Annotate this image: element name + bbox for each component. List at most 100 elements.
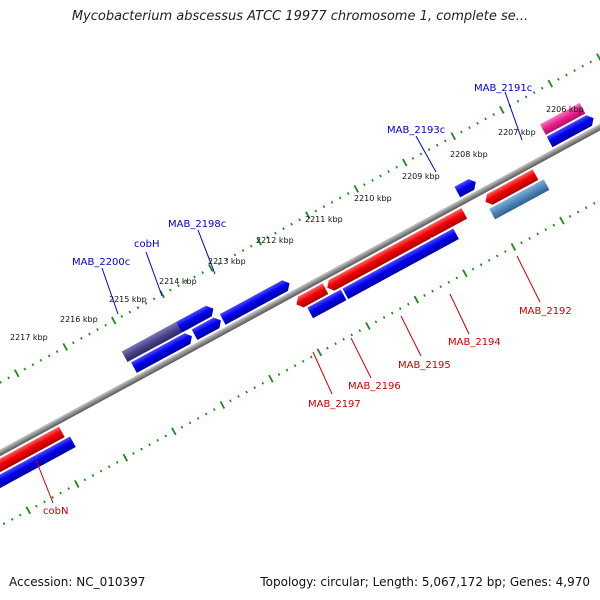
gene-label-mab-2193c[interactable]: MAB_2193c — [387, 125, 445, 136]
minor-tick — [96, 328, 99, 332]
minor-tick — [274, 231, 277, 235]
gene-label-mab-2197[interactable]: MAB_2197 — [308, 399, 361, 410]
major-tick — [122, 453, 129, 462]
leader-line — [197, 229, 216, 275]
minor-tick — [431, 289, 434, 293]
minor-tick — [334, 342, 337, 346]
minor-tick — [31, 363, 35, 367]
sequence-title: Mycobacterium abscessus ATCC 19977 chrom… — [71, 9, 529, 24]
gene-arrow-cobh[interactable] — [191, 315, 224, 341]
minor-tick — [330, 200, 334, 204]
gene-label-mab-2195[interactable]: MAB_2195 — [398, 360, 451, 371]
gene-block-slate[interactable] — [121, 321, 182, 363]
minor-tick — [371, 178, 374, 182]
lower-gene-track — [0, 169, 550, 509]
minor-tick — [487, 258, 491, 262]
minor-tick — [128, 310, 132, 314]
minor-tick — [148, 443, 151, 447]
minor-tick — [338, 196, 342, 200]
kbp-label: 2213 kbp — [208, 257, 246, 266]
minor-tick — [350, 333, 354, 337]
gene-label-cobh[interactable]: cobH — [134, 239, 159, 250]
leader-line — [145, 251, 163, 297]
gene-label-cobn[interactable]: cobN — [43, 506, 68, 517]
gene-block-blue-cobn[interactable] — [0, 436, 76, 509]
major-tick — [353, 184, 359, 193]
minor-tick — [589, 60, 593, 64]
gene-arrow-mab-2192[interactable] — [483, 169, 539, 207]
major-tick — [510, 243, 517, 251]
minor-tick — [193, 275, 196, 279]
kbp-label: 2214 kbp — [159, 277, 197, 286]
major-tick — [305, 211, 311, 220]
minor-tick — [233, 253, 237, 257]
gene-arrow-mab-2196[interactable] — [324, 261, 368, 293]
gene-arrow-mab-2191c[interactable] — [546, 113, 597, 148]
minor-tick — [136, 306, 140, 310]
minor-tick — [557, 77, 560, 81]
minor-tick — [374, 320, 378, 324]
gene-arrow-cobn-red[interactable] — [0, 426, 65, 496]
gene-arrow-mab-2195[interactable] — [358, 227, 432, 275]
major-tick — [14, 369, 20, 378]
gene-arrow-mab-2193c[interactable] — [454, 177, 478, 198]
gene-block-pink[interactable] — [540, 102, 586, 135]
accession-text: Accession: NC_010397 — [9, 575, 146, 589]
gene-arrow-upper-outer-2[interactable] — [177, 305, 213, 332]
major-tick — [462, 269, 468, 278]
leader-line — [101, 267, 119, 315]
gene-arrow-mab-2200c[interactable] — [131, 331, 195, 373]
minor-tick — [484, 117, 487, 121]
minor-tick — [565, 73, 568, 77]
minor-tick — [576, 210, 580, 214]
minor-tick — [132, 452, 135, 455]
minor-tick — [476, 121, 479, 125]
gene-block-steel[interactable] — [489, 179, 550, 220]
minor-tick — [99, 469, 103, 473]
gene-arrow-mab-2197[interactable] — [294, 283, 329, 309]
minor-tick — [593, 201, 596, 205]
minor-tick — [536, 232, 539, 236]
minor-tick — [495, 254, 499, 258]
minor-tick — [504, 250, 507, 253]
minor-tick — [573, 69, 576, 73]
leader-line — [504, 91, 523, 141]
minor-tick — [23, 367, 27, 371]
minor-tick — [342, 337, 345, 341]
major-tick — [171, 427, 177, 436]
minor-tick — [180, 425, 184, 429]
minor-tick — [455, 276, 459, 280]
minor-tick — [395, 165, 398, 169]
minor-tick — [201, 271, 204, 274]
gene-label-mab-2191c[interactable]: MAB_2191c — [474, 83, 532, 94]
kbp-label: 2216 kbp — [60, 315, 98, 324]
gene-label-mab-2198c[interactable]: MAB_2198c — [168, 219, 226, 230]
kbp-label: 2206 kbp — [546, 105, 584, 114]
minor-tick — [322, 205, 326, 209]
tick-row-lower — [2, 201, 596, 526]
gene-block-blue-2[interactable] — [307, 289, 347, 319]
gene-label-mab-2196[interactable]: MAB_2196 — [348, 381, 401, 392]
minor-tick — [439, 285, 442, 289]
minor-tick — [277, 373, 281, 376]
minor-tick — [544, 228, 548, 232]
minor-tick — [435, 143, 439, 147]
minor-tick — [468, 126, 471, 130]
minor-tick — [387, 170, 390, 173]
minor-tick — [229, 399, 232, 403]
minor-tick — [310, 355, 313, 359]
major-tick — [596, 53, 600, 62]
gene-label-mab-2192[interactable]: MAB_2192 — [519, 306, 572, 317]
gene-label-mab-2200c[interactable]: MAB_2200c — [72, 257, 130, 268]
minor-tick — [282, 227, 285, 231]
rotated-track — [0, 53, 600, 526]
gene-label-mab-2194[interactable]: MAB_2194 — [448, 337, 501, 348]
gene-arrow-mab-2198c[interactable] — [219, 278, 293, 325]
gene-arrow-mab-2194[interactable] — [422, 208, 468, 240]
kbp-label: 2215 kbp — [109, 295, 147, 304]
minor-tick — [7, 376, 10, 380]
gene-block-blue-1[interactable] — [342, 228, 459, 300]
major-tick — [499, 105, 505, 114]
